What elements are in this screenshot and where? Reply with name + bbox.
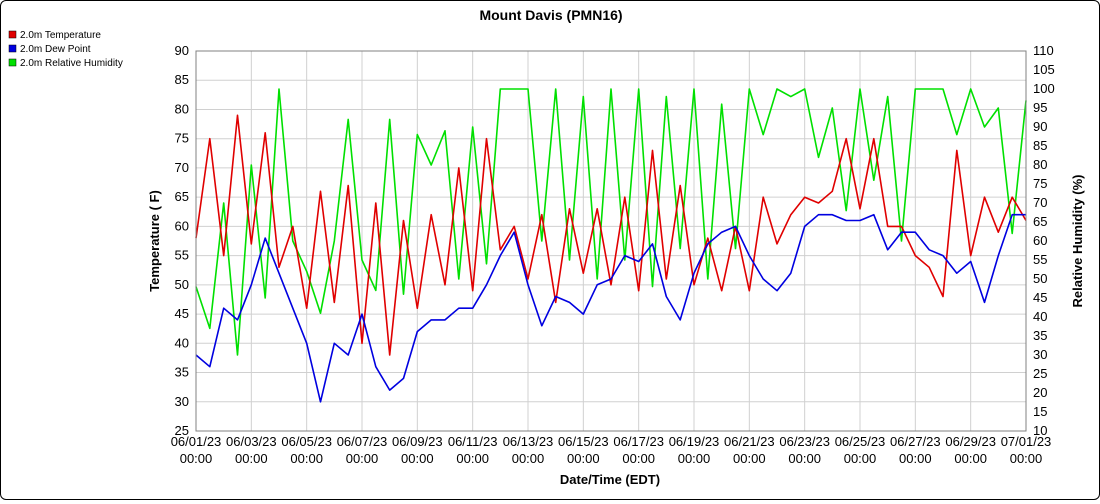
- y2-tick-label: 105: [1033, 62, 1055, 77]
- series-line-relative-humidity: [195, 88, 1027, 356]
- x-tick-time: 00:00: [512, 451, 545, 466]
- y-tick-label: 65: [175, 189, 189, 204]
- y-axis-title: Temperature ( F): [147, 190, 162, 292]
- y-tick-label: 60: [175, 218, 189, 233]
- x-tick-time: 00:00: [733, 451, 766, 466]
- y2-tick-label: 30: [1033, 347, 1047, 362]
- y-tick-label: 55: [175, 248, 189, 263]
- y-tick-label: 75: [175, 131, 189, 146]
- x-tick-time: 00:00: [401, 451, 434, 466]
- y-tick-label: 45: [175, 306, 189, 321]
- x-tick-date: 06/15/23: [558, 434, 609, 449]
- x-tick-date: 06/29/23: [945, 434, 996, 449]
- y2-tick-label: 25: [1033, 366, 1047, 381]
- legend-label-dew-point: 2.0m Dew Point: [20, 44, 91, 55]
- legend-swatch-temperature: [8, 30, 17, 39]
- y-tick-label: 30: [175, 394, 189, 409]
- y2-tick-label: 110: [1033, 43, 1054, 58]
- plot-area-border: [195, 50, 1027, 432]
- y2-tick-label: 45: [1033, 290, 1047, 305]
- x-tick-time: 00:00: [678, 451, 711, 466]
- x-tick-time: 00:00: [567, 451, 600, 466]
- x-tick-time: 00:00: [290, 451, 323, 466]
- x-tick-date: 06/19/23: [669, 434, 720, 449]
- y2-tick-label: 95: [1033, 100, 1047, 115]
- y2-tick-label: 10: [1033, 423, 1047, 438]
- y2-tick-label: 75: [1033, 176, 1047, 191]
- y2-tick-label: 35: [1033, 328, 1047, 343]
- y2-axis-title: Relative Humidity (%): [1070, 175, 1085, 308]
- y-tick-label: 40: [175, 335, 189, 350]
- x-tick-date: 06/27/23: [890, 434, 941, 449]
- y2-axis-ticks: 10 15 20 25 30 35 40 45 50 55 60 65 70 75 80 85 90 95 100 1…: [1033, 43, 1055, 438]
- y2-tick-label: 65: [1033, 214, 1047, 229]
- x-tick-time: 00:00: [844, 451, 877, 466]
- x-tick-date: 06/05/23: [281, 434, 332, 449]
- x-tick-time: 00:00: [346, 451, 379, 466]
- x-tick-time: 00:00: [622, 451, 655, 466]
- y-tick-label: 25: [175, 423, 189, 438]
- x-axis-ticks: 06/01/23 00:00 06/03/23 00:00 06/05/23 00:00 0…: [171, 434, 1052, 466]
- x-tick-date: 06/13/23: [503, 434, 554, 449]
- x-tick-date: 06/25/23: [835, 434, 886, 449]
- legend-item-relative-humidity: 2.0m Relative Humidity: [8, 58, 123, 69]
- legend-swatch-dew-point: [8, 44, 17, 53]
- legend-label-relative-humidity: 2.0m Relative Humidity: [20, 58, 123, 69]
- y2-tick-label: 80: [1033, 157, 1047, 172]
- x-tick-time: 00:00: [954, 451, 987, 466]
- x-tick-date: 06/01/23: [171, 434, 222, 449]
- legend: 2.0m Temperature 2.0m Dew Point 2.0m Rel…: [8, 30, 123, 69]
- x-tick-date: 06/11/23: [448, 434, 498, 449]
- series-line-temperature: [195, 114, 1027, 356]
- x-axis-title: Date/Time (EDT): [560, 472, 660, 487]
- series-layer: [195, 88, 1027, 403]
- x-tick-time: 00:00: [899, 451, 932, 466]
- x-tick-time: 00:00: [180, 451, 213, 466]
- x-tick-time: 00:00: [1010, 451, 1043, 466]
- y2-tick-label: 40: [1033, 309, 1047, 324]
- y2-tick-label: 70: [1033, 195, 1047, 210]
- y2-tick-label: 60: [1033, 233, 1047, 248]
- y2-tick-label: 100: [1033, 81, 1055, 96]
- x-tick-date: 06/03/23: [226, 434, 277, 449]
- x-tick-date: 06/07/23: [337, 434, 388, 449]
- chart-title: Mount Davis (PMN16): [479, 7, 622, 23]
- y2-tick-label: 20: [1033, 385, 1047, 400]
- legend-item-temperature: 2.0m Temperature: [8, 30, 101, 41]
- y2-tick-label: 15: [1033, 404, 1047, 419]
- y-tick-label: 80: [175, 101, 189, 116]
- x-tick-date: 06/17/23: [613, 434, 664, 449]
- series-line-dew-point: [195, 213, 1026, 403]
- x-tick-date: 06/21/23: [724, 434, 775, 449]
- x-tick-date: 07/01/23: [1001, 434, 1052, 449]
- y-tick-label: 90: [175, 43, 189, 58]
- y-tick-label: 85: [175, 72, 189, 87]
- x-tick-time: 00:00: [235, 451, 268, 466]
- y2-tick-label: 55: [1033, 252, 1047, 267]
- y-tick-label: 70: [175, 160, 189, 175]
- x-tick-date: 06/23/23: [779, 434, 830, 449]
- y2-tick-label: 50: [1033, 271, 1047, 286]
- legend-label-temperature: 2.0m Temperature: [20, 30, 101, 41]
- y2-tick-label: 85: [1033, 138, 1047, 153]
- y2-tick-label: 90: [1033, 119, 1047, 134]
- legend-swatch-relative-humidity: [8, 58, 17, 67]
- y-tick-label: 50: [175, 277, 189, 292]
- x-tick-time: 00:00: [788, 451, 821, 466]
- y-tick-label: 35: [175, 365, 189, 380]
- x-tick-time: 00:00: [456, 451, 489, 466]
- legend-item-dew-point: 2.0m Dew Point: [8, 44, 91, 55]
- y-axis-ticks: 25 30 35 40 45 50 55 60 65 70 75 80 85 90: [175, 43, 189, 438]
- x-tick-date: 06/09/23: [392, 434, 443, 449]
